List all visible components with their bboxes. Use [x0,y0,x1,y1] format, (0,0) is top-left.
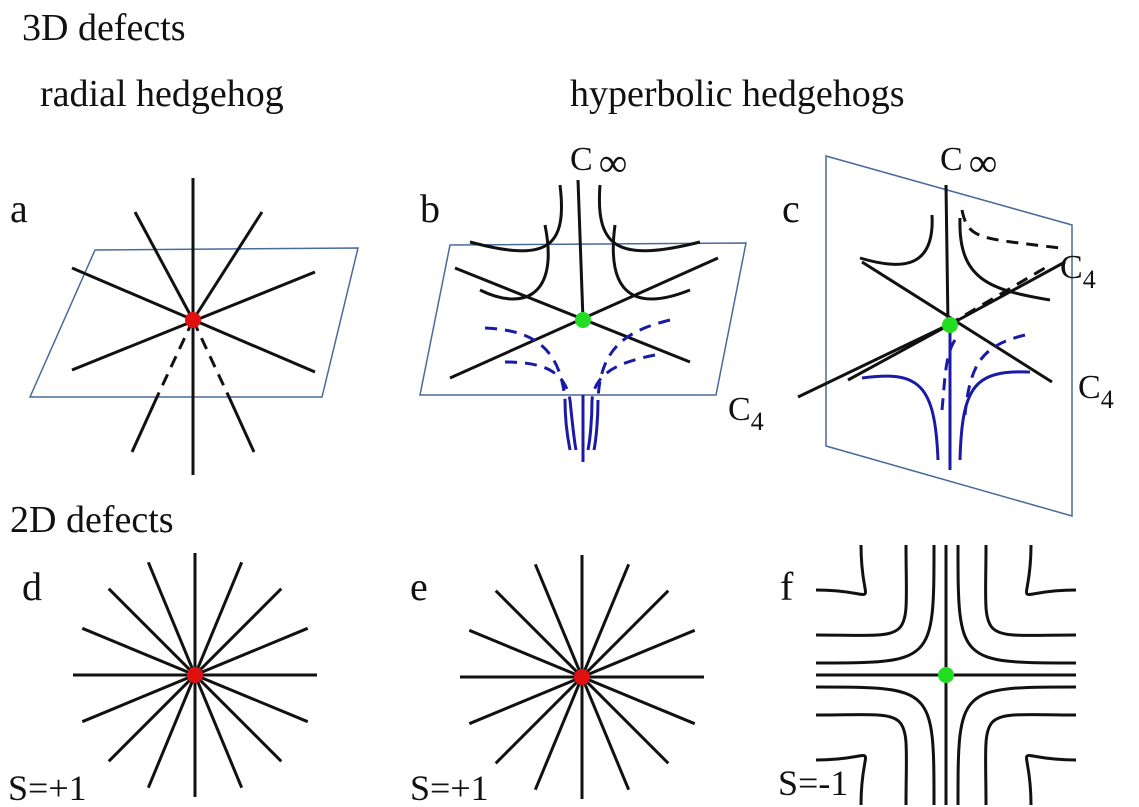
panel-label: f [780,564,794,609]
subtitle: radial hedgehog [40,73,284,115]
defect-core [574,669,590,685]
director-line [1027,756,1076,805]
director-line [958,687,1076,805]
panel-2d [73,545,1076,805]
axis-label: C4 [1060,249,1096,294]
defect-core [187,667,203,683]
director-line [816,545,934,663]
director-line [958,545,1076,663]
subtitle: hyperbolic hedgehogs [570,73,905,115]
panel-c [798,156,1072,516]
panel-label: b [420,186,440,231]
axis-label: C4 [1078,369,1114,414]
panel-label: a [10,186,28,231]
defect-core [938,667,954,683]
charge-label: S=+1 [410,768,489,807]
panel-b [420,180,746,462]
panel-label: e [410,564,428,609]
header: 2D defects [10,499,174,541]
axis-label: C∞ [940,140,997,185]
director-line [1027,545,1076,594]
diagram: 3D defects radial hedgehog hyperbolic he… [0,0,1139,807]
header: 3D defects [22,7,186,49]
panel-a [30,178,358,475]
director-line [816,545,865,594]
axis-label: C4 [728,391,764,436]
panel-label: d [22,564,42,609]
axis-label: C∞ [570,140,627,185]
charge-label: S=+1 [8,768,87,807]
panel-label: c [782,186,800,231]
charge-label: S=-1 [778,763,848,803]
